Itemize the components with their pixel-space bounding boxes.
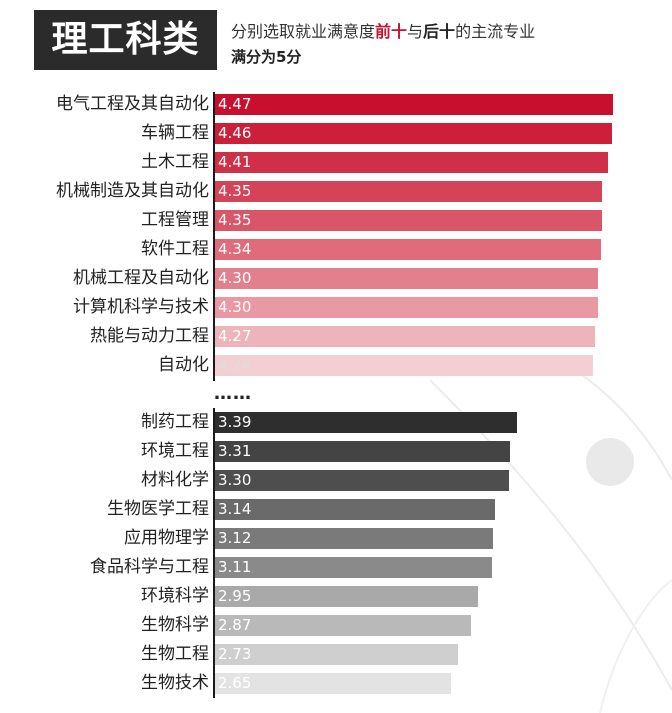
subtitle-part-1: 分别选取就业满意度 (231, 22, 376, 41)
ellipsis-separator: …… (214, 383, 252, 404)
bar (215, 326, 595, 347)
category-label: 计算机科学与技术 (73, 297, 209, 317)
bar (215, 528, 493, 549)
bar-value-label: 3.39 (218, 413, 252, 431)
subtitle-part-2: 与 (407, 22, 424, 41)
category-label: 生物工程 (141, 644, 209, 664)
bar-value-label: 3.12 (218, 529, 252, 547)
bar (215, 615, 471, 636)
bar-value-label: 3.31 (218, 442, 252, 460)
category-label: 电气工程及其自动化 (56, 94, 209, 114)
subtitle-highlight-bottom: 后十 (423, 22, 456, 41)
axis-line-top (213, 92, 215, 381)
axis-line-bottom (213, 408, 215, 698)
bar (215, 297, 598, 318)
bar (215, 181, 602, 202)
category-label: 生物医学工程 (107, 499, 209, 519)
bar (215, 210, 602, 231)
bar (215, 94, 613, 115)
bar (215, 673, 451, 694)
category-label: 热能与动力工程 (90, 326, 209, 346)
bar-value-label: 2.65 (218, 674, 252, 692)
bar (215, 412, 517, 433)
bar (215, 355, 593, 376)
category-label: 食品科学与工程 (90, 557, 209, 577)
category-label: 土木工程 (141, 152, 209, 172)
bar (215, 441, 510, 462)
subtitle-highlight-top: 前十 (375, 22, 408, 41)
bar (215, 152, 608, 173)
bar-value-label: 3.30 (218, 471, 252, 489)
category-label: 生物科学 (141, 615, 209, 635)
score-note: 满分为5分 (231, 48, 302, 66)
bar (215, 499, 495, 520)
bar-value-label: 4.24 (218, 356, 252, 374)
category-title: 理工科类 (34, 10, 217, 70)
bar (215, 268, 598, 289)
category-label: 机械制造及其自动化 (56, 181, 209, 201)
category-label: 应用物理学 (124, 528, 209, 548)
bar-value-label: 2.95 (218, 587, 252, 605)
category-label: 机械工程及自动化 (73, 268, 209, 288)
bar (215, 123, 612, 144)
category-label: 制药工程 (141, 412, 209, 432)
subtitle: 分别选取就业满意度前十与后十的主流专业 (231, 18, 535, 42)
bar-value-label: 2.87 (218, 616, 252, 634)
category-label: 自动化 (158, 355, 209, 375)
bar-value-label: 3.11 (218, 558, 252, 576)
category-label: 车辆工程 (141, 123, 209, 143)
category-label: 材料化学 (141, 470, 209, 490)
category-label: 环境工程 (141, 441, 209, 461)
category-label: 工程管理 (141, 210, 209, 230)
bar-value-label: 2.73 (218, 645, 252, 663)
bar (215, 644, 458, 665)
bar-value-label: 4.34 (218, 240, 252, 258)
bar-value-label: 4.35 (218, 182, 252, 200)
bar (215, 586, 478, 607)
bar (215, 557, 492, 578)
category-label: 环境科学 (141, 586, 209, 606)
bar-value-label: 4.30 (218, 298, 252, 316)
category-label: 生物技术 (141, 673, 209, 693)
bar-value-label: 4.41 (218, 153, 252, 171)
bar (215, 470, 509, 491)
bar (215, 239, 601, 260)
bar-value-label: 4.27 (218, 327, 252, 345)
subtitle-part-3: 的主流专业 (455, 22, 536, 41)
category-label: 软件工程 (141, 239, 209, 259)
bar-value-label: 3.14 (218, 500, 252, 518)
bar-value-label: 4.46 (218, 124, 252, 142)
bar-value-label: 4.47 (218, 95, 252, 113)
bar-value-label: 4.30 (218, 269, 252, 287)
bar-value-label: 4.35 (218, 211, 252, 229)
